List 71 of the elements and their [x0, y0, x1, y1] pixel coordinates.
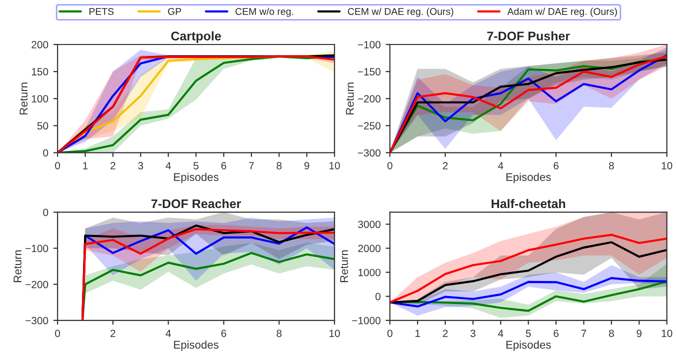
y-axis-title: Return — [340, 250, 348, 282]
chart-title: Half-cheetah — [492, 198, 566, 208]
legend-label: Adam w/ DAE reg. (Ours) — [507, 8, 617, 17]
x-tick-label: 0 — [387, 162, 392, 170]
chart-title: 7-DOF Reacher — [151, 198, 241, 208]
x-tick-label: 5 — [194, 162, 198, 170]
y-axis-title: Return — [14, 250, 22, 282]
x-tick-label: 2 — [110, 162, 116, 170]
y-tick-label: 200 — [32, 41, 48, 48]
y-tick-label: −300 — [26, 316, 48, 324]
legend-label: CEM w/o reg. — [236, 8, 294, 17]
x-tick-label: 2 — [442, 162, 448, 170]
y-axis-title: Return — [346, 82, 354, 114]
x-axis-title: Episodes — [506, 172, 551, 184]
y-tick-label: 0 — [43, 208, 48, 216]
x-tick-label: 3 — [138, 162, 144, 170]
x-tick-label: 4 — [498, 162, 504, 170]
chart-title: Cartpole — [171, 31, 221, 43]
x-tick-label: 4 — [166, 330, 171, 337]
y-tick-label: 1000 — [358, 268, 380, 276]
x-tick-label: 6 — [554, 162, 558, 170]
y-tick-label: 100 — [32, 95, 48, 102]
y-tick-label: −1000 — [352, 316, 380, 324]
x-axis-title: Episodes — [174, 340, 218, 351]
x-tick-label: 7 — [581, 330, 586, 337]
y-tick-label: 2000 — [358, 244, 380, 252]
legend-label: CEM w/ DAE reg. (Ours) — [348, 8, 454, 17]
x-tick-label: 3 — [470, 330, 476, 338]
legend-label: GP — [168, 8, 182, 15]
x-tick-label: 2 — [110, 330, 116, 337]
y-tick-label: 50 — [37, 122, 48, 130]
x-tick-label: 10 — [662, 330, 672, 338]
y-tick-label: 150 — [32, 68, 48, 76]
x-axis-title: Episodes — [506, 340, 551, 351]
x-tick-label: 0 — [55, 162, 60, 170]
y-tick-label: 3000 — [358, 220, 380, 228]
x-tick-label: 8 — [276, 162, 282, 170]
y-tick-label: −100 — [26, 244, 48, 252]
x-tick-label: 4 — [166, 162, 171, 170]
x-tick-label: 9 — [304, 162, 310, 170]
x-tick-label: 0 — [55, 330, 60, 338]
y-tick-label: −100 — [358, 41, 380, 48]
x-tick-label: 0 — [387, 330, 392, 338]
x-tick-label: 10 — [330, 162, 340, 170]
x-tick-label: 8 — [609, 330, 614, 338]
x-tick-label: 6 — [221, 330, 226, 338]
x-tick-label: 2 — [442, 330, 448, 337]
x-tick-label: 7 — [249, 162, 254, 170]
y-tick-label: −200 — [26, 280, 48, 288]
x-tick-label: 1 — [415, 330, 420, 337]
x-tick-label: 6 — [554, 330, 558, 338]
x-tick-label: 5 — [526, 330, 531, 338]
y-tick-label: −250 — [358, 122, 380, 130]
y-tick-label: 0 — [43, 149, 48, 157]
y-tick-label: −200 — [358, 95, 380, 102]
chart-title: 7-DOF Pusher — [487, 31, 570, 40]
x-tick-label: 8 — [609, 162, 614, 170]
y-tick-label: 0 — [375, 292, 380, 300]
y-tick-label: −300 — [358, 149, 380, 157]
x-tick-label: 10 — [330, 330, 340, 338]
x-tick-label: 4 — [498, 330, 504, 337]
x-tick-label: 6 — [221, 162, 226, 170]
line-series — [390, 277, 667, 308]
x-tick-label: 1 — [83, 162, 88, 170]
x-axis-title: Episodes — [174, 172, 218, 184]
x-tick-label: 8 — [276, 330, 282, 338]
legend-label: PETS — [89, 8, 114, 15]
y-axis-title: Return — [20, 82, 28, 114]
y-tick-label: −150 — [358, 68, 380, 76]
x-tick-label: 10 — [662, 162, 672, 170]
x-tick-label: 9 — [636, 330, 642, 338]
